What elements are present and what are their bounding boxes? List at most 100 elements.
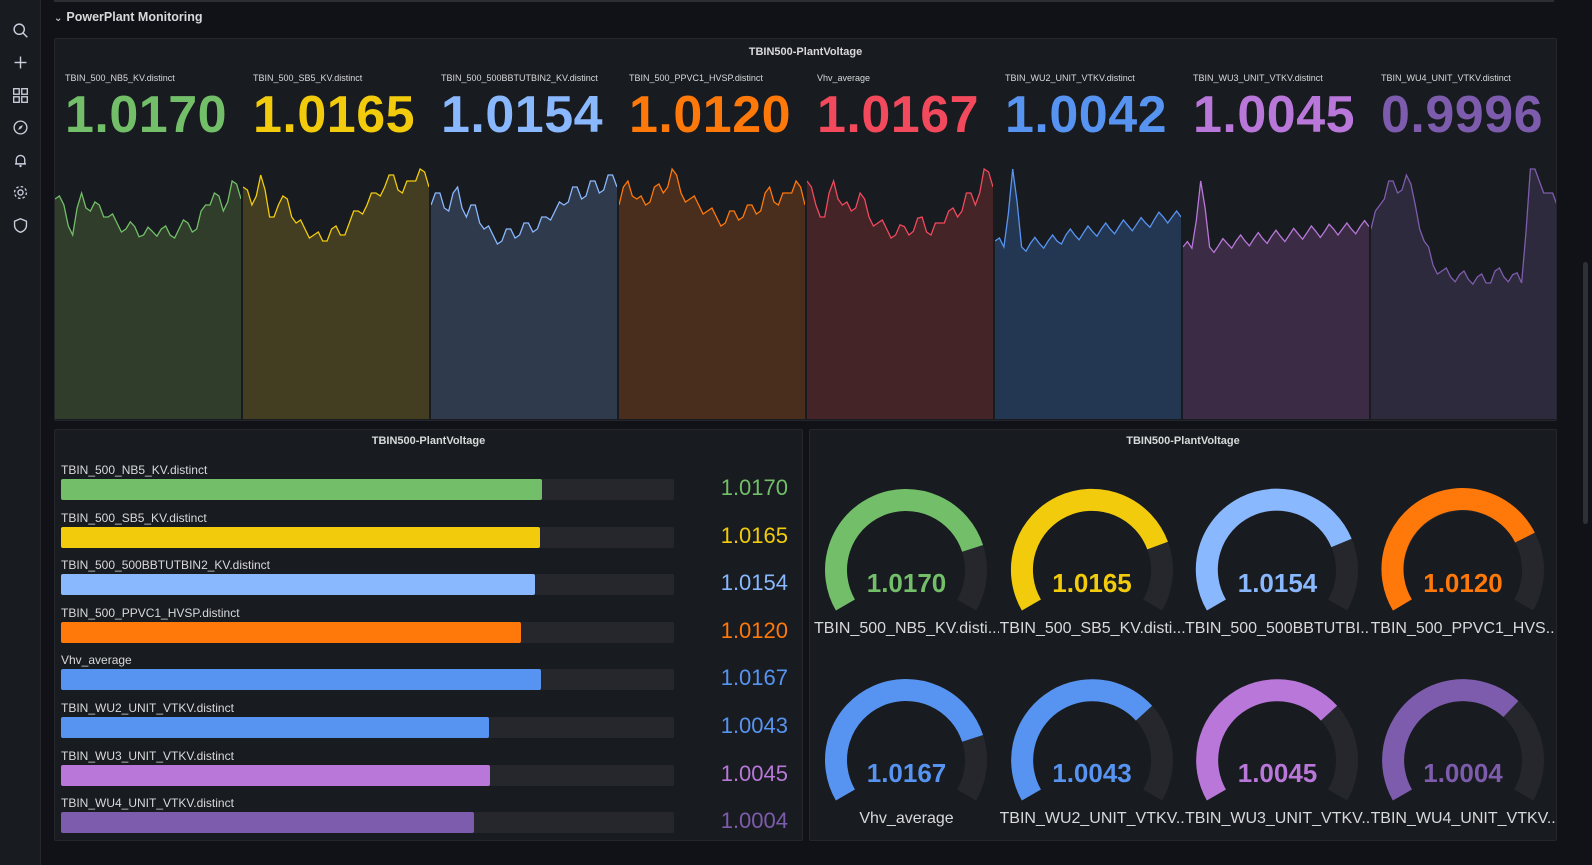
explore-icon[interactable] xyxy=(7,114,33,140)
gauge-fill xyxy=(1196,679,1338,801)
stat-sparkline xyxy=(807,167,993,419)
gauge-arc xyxy=(1196,679,1358,801)
stat-label: TBIN_WU4_UNIT_VTKV.distinct xyxy=(1381,73,1511,83)
plus-icon[interactable] xyxy=(7,49,33,75)
row-title: PowerPlant Monitoring xyxy=(66,10,203,24)
dashboards-icon[interactable] xyxy=(7,82,33,108)
gauge-value: 1.0170 xyxy=(866,568,947,598)
bar-label: TBIN_WU2_UNIT_VTKV.distinct xyxy=(61,701,234,715)
scrollbar[interactable] xyxy=(1583,262,1588,524)
stat-2: TBIN_500_SB5_KV.distinct 1.0165 xyxy=(243,39,429,419)
bar-value: 1.0167 xyxy=(720,665,788,691)
stat-label: TBIN_500_NB5_KV.distinct xyxy=(65,73,175,83)
gauge-4: 1.0120 TBIN_500_PPVC1_HVS... xyxy=(1371,480,1556,660)
bar-label: TBIN_500_500BBTUTBIN2_KV.distinct xyxy=(61,558,270,573)
chevron-down-icon: ⌄ xyxy=(54,13,63,24)
sparkline-area xyxy=(1183,181,1369,419)
bar-fill xyxy=(61,669,541,691)
bar-track xyxy=(61,764,674,786)
panel-title: TBIN500-PlantVoltage xyxy=(371,435,486,447)
bar-label: Vhv_average xyxy=(61,653,132,668)
stat-label: TBIN_500_PPVC1_HVSP.distinct xyxy=(629,73,763,83)
gauge-arc xyxy=(1010,679,1173,801)
settings-gear-icon[interactable] xyxy=(7,179,33,205)
stat-sparkline xyxy=(243,168,429,419)
stat-sparkline xyxy=(1371,168,1556,419)
row-header-powerplant-monitoring[interactable]: ⌄ PowerPlant Monitoring xyxy=(54,10,203,24)
bar-label: TBIN_500_PPVC1_HVSP.distinct xyxy=(61,605,240,620)
stat-sparkline xyxy=(1183,180,1369,419)
search-icon[interactable] xyxy=(7,17,33,43)
stat-value: 1.0120 xyxy=(629,86,792,144)
gauge-7: 1.0045 TBIN_WU3_UNIT_VTKV.... xyxy=(1185,670,1370,840)
bar-track xyxy=(61,574,674,596)
gauge-1: 1.0170 TBIN_500_NB5_KV.disti... xyxy=(814,480,999,660)
bar-label: TBIN_WU3_UNIT_VTKV.distinct xyxy=(61,748,234,763)
gauge-fill xyxy=(1381,679,1518,801)
sparkline-line xyxy=(807,167,993,239)
stat-7: TBIN_WU3_UNIT_VTKV.distinct 1.0045 xyxy=(1183,39,1369,419)
gauge-value: 1.0154 xyxy=(1237,568,1318,598)
stat-6: TBIN_WU2_UNIT_VTKV.distinct 1.0042 xyxy=(995,39,1181,419)
sparkline-line xyxy=(1183,180,1369,254)
gauge-value: 1.0167 xyxy=(866,758,947,788)
gauge-arc xyxy=(825,489,987,611)
gauge-label: TBIN_500_NB5_KV.disti... xyxy=(814,620,999,637)
gauge-5: 1.0167 Vhv_average xyxy=(814,670,999,840)
gauge-fill xyxy=(1010,679,1152,801)
stat-value: 1.0167 xyxy=(817,86,980,144)
stat-value: 0.9996 xyxy=(1381,86,1544,144)
stat-value: 1.0154 xyxy=(441,86,604,144)
sparkline-area xyxy=(431,175,617,419)
panel-title: TBIN500-PlantVoltage xyxy=(748,46,863,58)
gauge-panel: TBIN500-PlantVoltage 1.0170 TBIN_500_NB5_… xyxy=(809,429,1557,841)
sparkline-line xyxy=(1371,168,1556,286)
sparkline-line xyxy=(431,174,617,245)
gauge-8: 1.0004 TBIN_WU4_UNIT_VTKV.... xyxy=(1371,670,1556,840)
stat-label: TBIN_500_SB5_KV.distinct xyxy=(253,73,363,83)
bar-value: 1.0043 xyxy=(720,713,788,738)
bar-track xyxy=(61,669,674,691)
gauge-arc xyxy=(1381,679,1544,801)
bar-value: 1.0004 xyxy=(720,808,788,834)
sparkline-line xyxy=(55,179,241,239)
gauge-arc xyxy=(1195,488,1358,611)
bar-value: 1.0170 xyxy=(720,475,788,500)
bar-fill xyxy=(61,764,491,786)
alerting-bell-icon[interactable] xyxy=(7,147,33,173)
gauge-value: 1.0043 xyxy=(1052,758,1132,788)
shield-icon[interactable] xyxy=(7,212,33,238)
gauge-fill xyxy=(1381,488,1535,611)
stat-sparkline xyxy=(995,168,1181,419)
sidebar xyxy=(0,0,41,865)
stat-8: TBIN_WU4_UNIT_VTKV.distinct 0.9996 xyxy=(1371,39,1556,419)
gauge-label: TBIN_WU3_UNIT_VTKV.... xyxy=(1185,810,1370,827)
gauge-value: 1.0045 xyxy=(1237,758,1318,788)
sparkline-area xyxy=(619,169,805,419)
gauge-label: Vhv_average xyxy=(859,810,954,827)
stat-label: Vhv_average xyxy=(817,73,871,83)
bar-track xyxy=(61,526,674,548)
gauge-fill xyxy=(1195,488,1352,611)
bar-gauge-panel: TBIN500-PlantVoltage TBIN_500_NB5_KV.dis… xyxy=(54,429,803,841)
sparkline-area xyxy=(55,181,241,419)
bar-label: TBIN_500_SB5_KV.distinct xyxy=(61,510,207,525)
bar-fill xyxy=(61,717,489,738)
gauge-label: TBIN_500_PPVC1_HVS... xyxy=(1370,620,1556,637)
bar-fill xyxy=(61,574,535,596)
bar-fill xyxy=(61,621,521,643)
bar-label: TBIN_500_NB5_KV.distinct xyxy=(61,463,208,477)
bar-label: TBIN_WU4_UNIT_VTKV.distinct xyxy=(61,796,234,811)
panel-title: TBIN500-PlantVoltage xyxy=(1126,435,1240,447)
gauge-value: 1.0004 xyxy=(1423,758,1503,788)
sparkline-line xyxy=(243,168,429,242)
gauge-value: 1.0165 xyxy=(1052,568,1132,598)
bar-track xyxy=(61,812,674,834)
stat-3: TBIN_500_500BBTUTBIN2_KV.distinct 1.0154 xyxy=(431,39,617,419)
stat-value: 1.0042 xyxy=(1005,86,1168,144)
gauge-label: TBIN_WU2_UNIT_VTKV.... xyxy=(999,810,1185,827)
bar-fill xyxy=(61,479,543,500)
stat-sparkline xyxy=(431,174,617,419)
row-divider xyxy=(54,0,1554,2)
gauge-fill xyxy=(825,679,984,801)
